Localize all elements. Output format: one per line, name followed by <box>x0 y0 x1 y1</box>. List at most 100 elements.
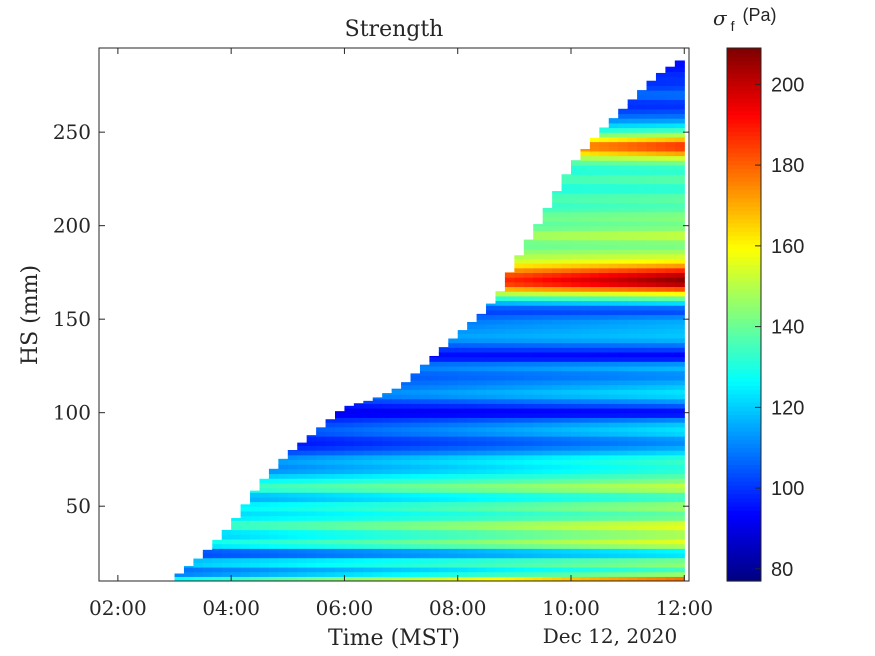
heatmap-cell <box>486 384 497 390</box>
heatmap-cell <box>325 459 336 465</box>
heatmap-cell <box>637 197 648 203</box>
colorbar-segment <box>727 185 761 191</box>
heatmap-cell <box>561 389 572 395</box>
heatmap-cell <box>589 356 600 362</box>
heatmap-cell <box>486 351 497 358</box>
heatmap-cell <box>599 220 610 227</box>
heatmap-cell <box>674 398 685 404</box>
heatmap-cell <box>495 389 506 395</box>
heatmap-cell <box>571 482 582 489</box>
heatmap-cell <box>627 146 638 152</box>
heatmap-cell <box>561 422 572 428</box>
heatmap-cell <box>363 459 374 465</box>
heatmap-cell <box>637 291 648 297</box>
heatmap-cell <box>410 393 421 400</box>
heatmap-cell <box>372 436 383 442</box>
heatmap-cell <box>457 347 468 353</box>
heatmap-cell <box>580 174 591 180</box>
heatmap-cell <box>410 543 421 549</box>
heatmap-cell <box>419 365 430 372</box>
heatmap-cell <box>504 286 515 292</box>
heatmap-cell <box>637 244 648 250</box>
heatmap-cell <box>589 370 600 376</box>
heatmap-cell <box>618 249 629 255</box>
heatmap-cell <box>438 403 449 409</box>
heatmap-cell <box>476 403 487 409</box>
heatmap-cell <box>561 431 572 437</box>
heatmap-cell <box>665 557 676 563</box>
heatmap-cell <box>552 239 563 245</box>
heatmap-cell <box>627 178 638 185</box>
heatmap-cell <box>665 183 676 189</box>
heatmap-cell <box>335 411 346 414</box>
heatmap-cell <box>665 206 676 213</box>
heatmap-cell <box>646 272 657 278</box>
heatmap-cell <box>495 515 506 521</box>
heatmap-cell <box>495 305 506 311</box>
heatmap-cell <box>561 496 572 503</box>
heatmap-cell <box>514 295 525 302</box>
colorbar-segment <box>727 468 761 474</box>
heatmap-cell <box>608 267 619 274</box>
heatmap-cell <box>580 375 591 381</box>
heatmap-cell <box>618 197 629 203</box>
heatmap-cell <box>335 450 346 456</box>
heatmap-cell <box>476 431 487 437</box>
heatmap-cell <box>618 576 629 581</box>
heatmap-cell <box>637 277 648 283</box>
heatmap-cell <box>665 263 676 269</box>
heatmap-cell <box>561 464 572 470</box>
heatmap-cell <box>674 440 685 447</box>
heatmap-cell <box>646 576 657 581</box>
heatmap-cell <box>674 132 685 138</box>
heatmap-cell <box>637 496 648 503</box>
heatmap-cell <box>542 277 553 283</box>
heatmap-cell <box>325 520 336 526</box>
heatmap-cell <box>542 295 553 302</box>
heatmap-cell <box>674 305 685 311</box>
heatmap-cell <box>533 235 544 241</box>
heatmap-cell <box>457 510 468 517</box>
heatmap-cell <box>627 113 638 119</box>
heatmap-cell <box>495 543 506 549</box>
heatmap-cell <box>372 397 383 400</box>
heatmap-cell <box>410 566 421 573</box>
heatmap-cell <box>476 422 487 428</box>
heatmap-cell <box>344 576 355 581</box>
heatmap-cell <box>353 524 364 531</box>
heatmap-cell <box>363 515 374 521</box>
heatmap-cell <box>438 440 449 447</box>
heatmap-cell <box>608 538 619 545</box>
heatmap-cell <box>674 258 685 264</box>
heatmap-cell <box>646 127 657 133</box>
heatmap-cell <box>533 557 544 563</box>
heatmap-cell <box>637 562 648 568</box>
heatmap-cell <box>580 515 591 521</box>
heatmap-cell <box>382 496 393 503</box>
heatmap-cell <box>618 160 629 166</box>
heatmap-cell <box>268 562 279 568</box>
heatmap-cell <box>325 496 336 503</box>
heatmap-cell <box>571 305 582 311</box>
colorbar-segment <box>727 247 761 253</box>
heatmap-cell <box>212 571 223 577</box>
heatmap-cell <box>278 562 289 568</box>
heatmap-cell <box>467 321 478 325</box>
heatmap-cell <box>287 566 298 573</box>
heatmap-cell <box>552 529 563 535</box>
heatmap-cell <box>316 534 327 540</box>
heatmap-cell <box>637 249 648 255</box>
heatmap-cell <box>627 445 638 451</box>
heatmap-cell <box>665 571 676 577</box>
heatmap-cell <box>580 510 591 517</box>
heatmap-cell <box>382 524 393 531</box>
heatmap-cell <box>401 412 412 418</box>
heatmap-cell <box>410 562 421 568</box>
heatmap-cell <box>344 501 355 507</box>
heatmap-cell <box>552 253 563 259</box>
heatmap-cell <box>646 571 657 577</box>
heatmap-cell <box>627 389 638 395</box>
heatmap-cell <box>608 384 619 390</box>
heatmap-cell <box>665 94 676 101</box>
heatmap-cell <box>438 356 449 362</box>
